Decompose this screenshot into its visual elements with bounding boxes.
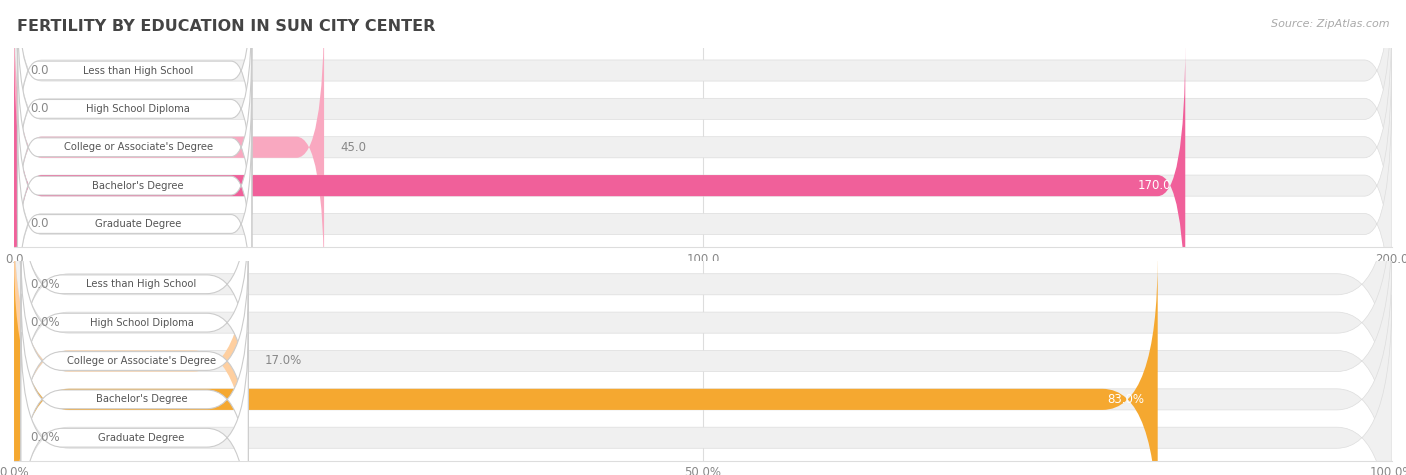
Text: College or Associate's Degree: College or Associate's Degree bbox=[67, 356, 217, 366]
Text: High School Diploma: High School Diploma bbox=[90, 318, 194, 328]
FancyBboxPatch shape bbox=[14, 218, 1392, 475]
FancyBboxPatch shape bbox=[21, 332, 249, 475]
Text: 0.0: 0.0 bbox=[31, 218, 49, 230]
FancyBboxPatch shape bbox=[14, 43, 1392, 329]
Text: High School Diploma: High School Diploma bbox=[86, 104, 190, 114]
Text: Bachelor's Degree: Bachelor's Degree bbox=[93, 180, 184, 190]
Text: 17.0%: 17.0% bbox=[264, 354, 302, 368]
Text: 0.0: 0.0 bbox=[31, 103, 49, 115]
Text: FERTILITY BY EDUCATION IN SUN CITY CENTER: FERTILITY BY EDUCATION IN SUN CITY CENTE… bbox=[17, 19, 436, 34]
Text: 170.0: 170.0 bbox=[1137, 179, 1171, 192]
FancyBboxPatch shape bbox=[14, 218, 249, 475]
FancyBboxPatch shape bbox=[14, 43, 1185, 329]
Text: 0.0: 0.0 bbox=[31, 64, 49, 77]
FancyBboxPatch shape bbox=[21, 217, 249, 428]
FancyBboxPatch shape bbox=[14, 295, 1392, 475]
FancyBboxPatch shape bbox=[14, 256, 1157, 475]
Text: 0.0%: 0.0% bbox=[31, 431, 60, 444]
FancyBboxPatch shape bbox=[14, 4, 325, 290]
Text: Less than High School: Less than High School bbox=[86, 279, 197, 289]
FancyBboxPatch shape bbox=[21, 179, 249, 390]
FancyBboxPatch shape bbox=[17, 118, 252, 330]
FancyBboxPatch shape bbox=[14, 0, 1392, 213]
Text: Source: ZipAtlas.com: Source: ZipAtlas.com bbox=[1271, 19, 1389, 29]
FancyBboxPatch shape bbox=[21, 294, 249, 475]
FancyBboxPatch shape bbox=[17, 3, 252, 215]
Text: 0.0%: 0.0% bbox=[31, 278, 60, 291]
Text: 0.0%: 0.0% bbox=[31, 316, 60, 329]
Text: Graduate Degree: Graduate Degree bbox=[94, 219, 181, 229]
FancyBboxPatch shape bbox=[14, 142, 1392, 427]
FancyBboxPatch shape bbox=[21, 255, 249, 467]
FancyBboxPatch shape bbox=[14, 180, 1392, 466]
FancyBboxPatch shape bbox=[14, 4, 1392, 290]
FancyBboxPatch shape bbox=[14, 256, 1392, 475]
Text: 45.0: 45.0 bbox=[340, 141, 367, 154]
Text: College or Associate's Degree: College or Associate's Degree bbox=[63, 142, 212, 152]
Text: 83.0%: 83.0% bbox=[1107, 393, 1144, 406]
Text: Bachelor's Degree: Bachelor's Degree bbox=[96, 394, 187, 404]
FancyBboxPatch shape bbox=[14, 0, 1392, 252]
FancyBboxPatch shape bbox=[17, 80, 252, 291]
Text: Graduate Degree: Graduate Degree bbox=[98, 433, 184, 443]
Text: Less than High School: Less than High School bbox=[83, 66, 193, 76]
FancyBboxPatch shape bbox=[17, 0, 252, 176]
FancyBboxPatch shape bbox=[17, 41, 252, 253]
FancyBboxPatch shape bbox=[14, 81, 1392, 367]
